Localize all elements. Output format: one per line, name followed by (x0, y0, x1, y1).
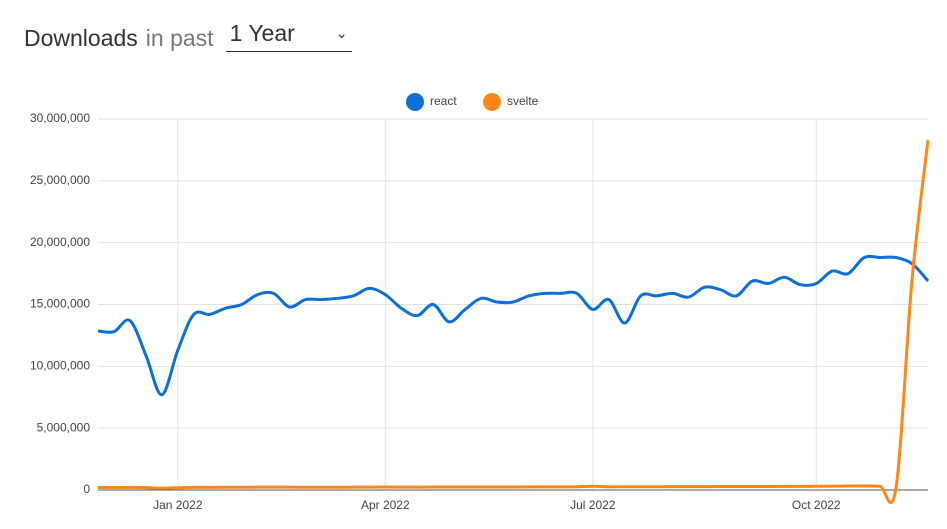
line (97, 254, 930, 397)
line (97, 139, 930, 505)
subtitle: in past (145, 25, 214, 51)
legend-label: svelte (507, 94, 539, 108)
x-tick-label: Jan 2022 (153, 498, 203, 512)
legend-swatch (483, 93, 501, 111)
legend-swatch (406, 93, 424, 111)
range-select[interactable]: 1 Year ⌄ (225, 20, 352, 52)
caret: ⌄ (335, 25, 348, 41)
y-tick-label: 10,000,000 (30, 359, 90, 373)
y-tick-label: 30,000,000 (30, 111, 90, 125)
y-tick-label: 20,000,000 (30, 235, 90, 249)
header: Downloads in past 1 Year ⌄ (24, 18, 352, 52)
legend-label: react (430, 94, 457, 108)
x-tick-label: Oct 2022 (792, 498, 841, 512)
y-tick-label: 25,000,000 (30, 173, 90, 187)
chart: 0 5,000,000 10,000,000 15,000,000 20,000,000… (30, 93, 930, 512)
x-tick-label: Jul 2022 (570, 498, 616, 512)
title: Downloads (24, 25, 138, 51)
y-tick-label: 0 (83, 482, 90, 496)
y-tick-label: 5,000,000 (37, 420, 91, 434)
x-tick-label: Apr 2022 (361, 498, 410, 512)
y-tick-label: 15,000,000 (30, 297, 90, 311)
range-value: 1 Year (229, 20, 295, 46)
